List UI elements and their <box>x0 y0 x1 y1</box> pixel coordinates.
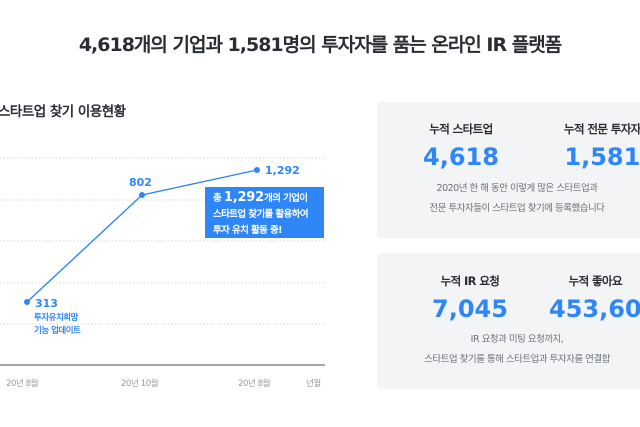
stat-label: 누적 좋아요 <box>568 274 623 288</box>
data-point <box>254 167 260 173</box>
point-label-1292: 1,292 <box>265 164 300 177</box>
stat-cumulative-ir-requests: 누적 IR 요청 7,045 <box>432 273 508 323</box>
point-label-313: 313 <box>35 297 58 310</box>
stat-value: 453,60 <box>549 295 640 323</box>
page-headline: 4,618개의 기업과 1,581명의 투자자를 품는 온라인 IR 플랫폼 <box>78 34 562 56</box>
stats-card-engagement: 누적 IR 요청 7,045 누적 좋아요 453,60 IR 요청과 미팅 요… <box>377 253 640 389</box>
callout-suffix: 개의 기업이 <box>263 193 308 204</box>
x-axis-label: 년월 <box>306 379 321 389</box>
annotation-note: 투자유치희망 기능 업데이트 <box>34 312 81 338</box>
stats-description: IR 요청과 미팅 요청까지, 스타트업 찾기를 통해 스타트업과 투자자를 연… <box>377 330 640 370</box>
callout-line-3: 투자 유치 활동 중! <box>213 225 282 236</box>
note-line: 기능 업데이트 <box>34 326 81 336</box>
stats-card-registrations: 누적 스타트업 4,618 누적 전문 투자자 1,581 2020년 한 해 … <box>377 102 640 238</box>
stat-label: 누적 전문 투자자 <box>564 122 640 136</box>
callout-prefix: 총 <box>213 193 224 204</box>
desc-line: 2020년 한 해 동안 이렇게 많은 스타트업과 <box>436 183 598 194</box>
x-tick: 20년 8월 <box>238 379 271 389</box>
callout-line-1: 총 1,292개의 기업이 <box>213 190 324 207</box>
desc-line: 스타트업 찾기를 통해 스타트업과 투자자를 연결합 <box>424 354 610 365</box>
stat-label: 누적 IR 요청 <box>440 274 500 288</box>
desc-line: IR 요청과 미팅 요청까지, <box>470 334 564 345</box>
point-label-802: 802 <box>129 176 152 189</box>
data-point <box>24 299 30 305</box>
chart-callout-box: 총 1,292개의 기업이 스타트업 찾기를 활용하여 투자 유치 활동 중! <box>205 187 324 238</box>
stat-cumulative-startups: 누적 스타트업 4,618 <box>423 121 499 171</box>
desc-line: 전문 투자자들이 스타트업 찾기에 등록했습니다 <box>429 203 605 214</box>
stat-label: 누적 스타트업 <box>429 122 493 136</box>
x-tick: 20년 8월 <box>6 379 39 389</box>
stats-description: 2020년 한 해 동안 이렇게 많은 스타트업과 전문 투자자들이 스타트업 … <box>377 179 640 219</box>
stat-value: 4,618 <box>423 143 499 171</box>
stat-value: 1,581 <box>564 143 640 171</box>
stat-cumulative-likes: 누적 좋아요 453,60 <box>549 273 640 323</box>
x-tick: 20년 10월 <box>121 379 159 389</box>
data-point <box>139 192 145 198</box>
callout-line-2: 스타트업 찾기를 활용하여 <box>213 209 309 220</box>
note-line: 투자유치희망 <box>34 313 78 323</box>
chart-title: 스타트업 찾기 이용현황 <box>0 104 126 120</box>
stat-cumulative-investors: 누적 전문 투자자 1,581 <box>564 121 640 171</box>
callout-number: 1,292 <box>223 190 264 205</box>
stat-value: 7,045 <box>432 295 508 323</box>
